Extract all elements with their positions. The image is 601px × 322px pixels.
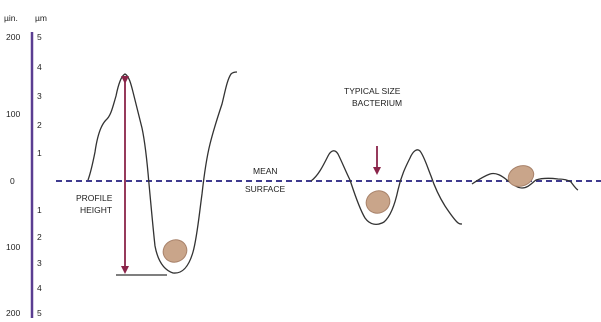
profile-height-label-line-2: HEIGHT bbox=[80, 205, 112, 215]
typical-size-bacterium-label-line-1: TYPICAL SIZE bbox=[344, 86, 401, 96]
tick-um-4-top: 4 bbox=[37, 62, 42, 72]
tick-um-5-bottom: 5 bbox=[37, 308, 42, 318]
tick-um-1-top: 1 bbox=[37, 148, 42, 158]
tick-um-3-top: 3 bbox=[37, 91, 42, 101]
surface-profile-1 bbox=[87, 71, 238, 274]
typical-size-bacterium-label-line-2: BACTERIUM bbox=[352, 98, 402, 108]
tick-uin-100-top: 100 bbox=[6, 109, 20, 119]
mean-surface-label-line-1: MEAN bbox=[253, 166, 278, 176]
surface-profile-2 bbox=[310, 149, 463, 225]
tick-zero: 0 bbox=[10, 176, 15, 186]
unit-label-microinch: µin. bbox=[4, 13, 18, 23]
surface-profile-3 bbox=[471, 172, 579, 191]
tick-um-3-bottom: 3 bbox=[37, 258, 42, 268]
tick-um-1-bottom: 1 bbox=[37, 205, 42, 215]
profile-height-label-line-1: PROFILE bbox=[76, 193, 113, 203]
tick-uin-100-bottom: 100 bbox=[6, 242, 20, 252]
mean-surface-label-line-2: SURFACE bbox=[245, 184, 285, 194]
tick-uin-200-top: 200 bbox=[6, 32, 20, 42]
tick-um-5-top: 5 bbox=[37, 32, 42, 42]
tick-uin-200-bottom: 200 bbox=[6, 308, 20, 318]
bacterium-cell-1 bbox=[162, 239, 188, 263]
tick-um-2-bottom: 2 bbox=[37, 232, 42, 242]
bacterium-cell-2 bbox=[365, 190, 391, 214]
tick-um-4-bottom: 4 bbox=[37, 283, 42, 293]
unit-label-micrometer: µm bbox=[35, 13, 47, 23]
tick-um-2-top: 2 bbox=[37, 120, 42, 130]
bacterium-cell-3 bbox=[507, 165, 535, 187]
